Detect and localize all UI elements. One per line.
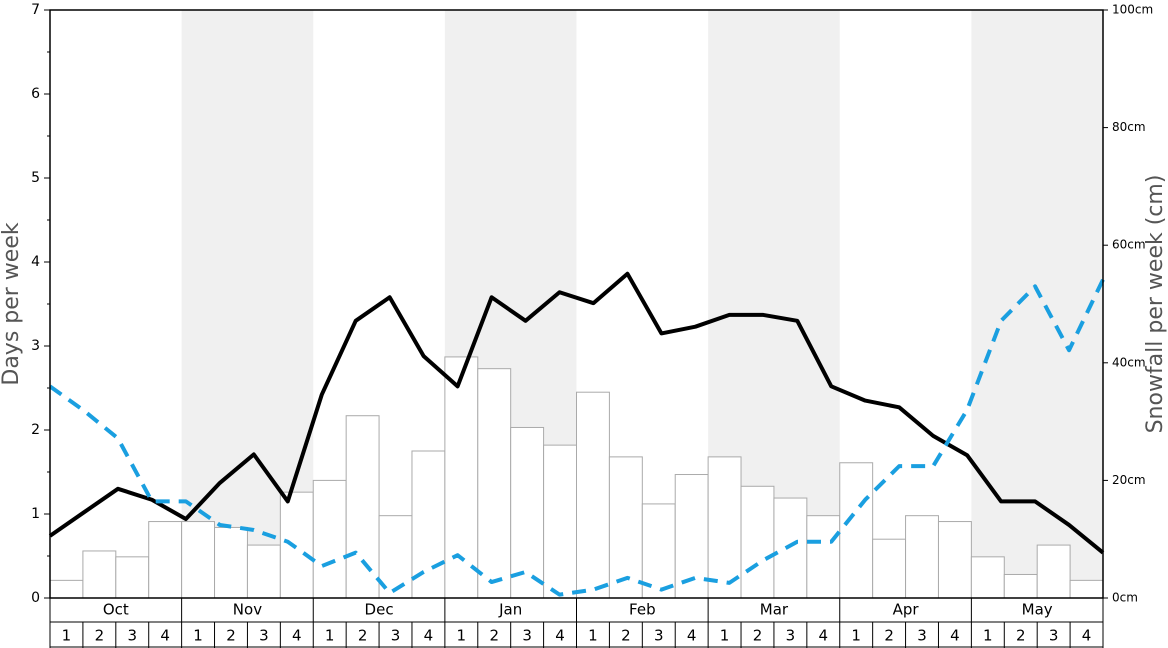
bar bbox=[543, 444, 577, 599]
bar bbox=[773, 497, 808, 599]
bar bbox=[510, 426, 545, 599]
bar bbox=[576, 391, 610, 599]
bar bbox=[641, 503, 676, 599]
y-tick-label: 5 bbox=[31, 170, 40, 186]
line-series bbox=[48, 271, 1105, 555]
week-label: 1 bbox=[193, 627, 203, 645]
month-label: Nov bbox=[233, 601, 262, 619]
bar bbox=[872, 538, 907, 599]
y-tick-label: 3 bbox=[31, 338, 40, 354]
week-label: 3 bbox=[786, 627, 796, 645]
bar bbox=[444, 356, 479, 599]
week-label: 4 bbox=[687, 627, 697, 645]
bar bbox=[312, 479, 347, 599]
bar bbox=[214, 526, 248, 599]
y2-tick-label: 0cm bbox=[1112, 591, 1138, 605]
bar bbox=[1036, 544, 1071, 599]
y-tick-label: 6 bbox=[31, 86, 40, 102]
bar bbox=[477, 368, 512, 599]
week-label: 4 bbox=[1082, 627, 1092, 645]
y2-axis-label: Snowfall per week (cm) bbox=[1143, 175, 1168, 434]
week-label: 3 bbox=[522, 627, 532, 645]
week-label: 3 bbox=[917, 627, 927, 645]
bar bbox=[905, 515, 939, 599]
bar bbox=[148, 521, 183, 599]
bar bbox=[1069, 579, 1104, 599]
week-label: 3 bbox=[259, 627, 269, 645]
bar bbox=[937, 521, 972, 599]
y-tick-label: 7 bbox=[31, 2, 40, 18]
y2-tick-label: 100cm bbox=[1112, 3, 1153, 17]
week-label: 2 bbox=[226, 627, 236, 645]
bar bbox=[1003, 573, 1038, 599]
week-label: 1 bbox=[588, 627, 598, 645]
week-label: 3 bbox=[391, 627, 401, 645]
week-label: 1 bbox=[457, 627, 467, 645]
bar bbox=[49, 579, 84, 599]
month-label: Dec bbox=[365, 601, 394, 619]
y2-tick-label: 20cm bbox=[1112, 473, 1146, 487]
month-band bbox=[971, 10, 1103, 598]
month-label: May bbox=[1022, 601, 1053, 619]
bar bbox=[82, 550, 117, 599]
week-label: 4 bbox=[424, 627, 434, 645]
y-tick-label: 1 bbox=[31, 506, 40, 522]
month-label: Oct bbox=[103, 601, 129, 619]
y-tick-label: 0 bbox=[31, 590, 40, 606]
week-label: 2 bbox=[1016, 627, 1026, 645]
week-label: 2 bbox=[753, 627, 763, 645]
week-label: 2 bbox=[621, 627, 631, 645]
month-label: Feb bbox=[629, 601, 656, 619]
y-tick-label: 2 bbox=[31, 422, 40, 438]
bar bbox=[279, 491, 314, 599]
bar bbox=[740, 485, 775, 599]
bar bbox=[970, 556, 1005, 599]
week-label: 1 bbox=[983, 627, 993, 645]
week-label: 2 bbox=[489, 627, 499, 645]
y-axis-label: Days per week bbox=[0, 222, 24, 385]
week-label: 1 bbox=[325, 627, 335, 645]
bar bbox=[181, 521, 216, 599]
y2-tick-label: 60cm bbox=[1112, 238, 1146, 252]
week-label: 1 bbox=[851, 627, 861, 645]
week-label: 4 bbox=[160, 627, 170, 645]
week-label: 1 bbox=[720, 627, 730, 645]
week-label: 4 bbox=[950, 627, 960, 645]
bar bbox=[608, 456, 643, 599]
y2-tick-label: 40cm bbox=[1112, 355, 1146, 369]
bar bbox=[707, 456, 742, 599]
month-label: Apr bbox=[893, 601, 920, 619]
month-label: Jan bbox=[498, 601, 522, 619]
line-series bbox=[48, 278, 1105, 597]
week-label: 2 bbox=[358, 627, 368, 645]
week-label: 4 bbox=[292, 627, 302, 645]
bar bbox=[806, 515, 841, 599]
week-label: 4 bbox=[555, 627, 565, 645]
bar bbox=[345, 415, 380, 599]
y-tick-label: 4 bbox=[31, 254, 40, 270]
bar bbox=[839, 462, 874, 599]
week-label: 3 bbox=[127, 627, 137, 645]
week-label: 2 bbox=[884, 627, 894, 645]
month-label: Mar bbox=[760, 601, 789, 619]
week-label: 2 bbox=[95, 627, 105, 645]
week-label: 3 bbox=[1049, 627, 1059, 645]
y2-tick-label: 80cm bbox=[1112, 120, 1146, 134]
week-label: 4 bbox=[819, 627, 829, 645]
week-label: 1 bbox=[62, 627, 72, 645]
bar bbox=[246, 544, 281, 599]
bar bbox=[115, 556, 150, 599]
week-label: 3 bbox=[654, 627, 664, 645]
